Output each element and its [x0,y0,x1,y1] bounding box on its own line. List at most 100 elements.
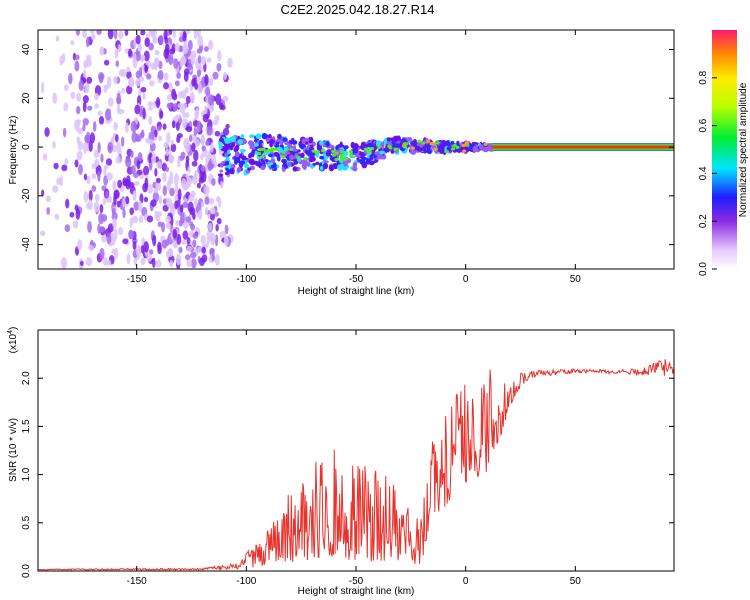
spectrogram-noise-blob [154,210,159,220]
spectrogram-noise-blob [104,108,112,121]
spectrogram-peak-blob [365,149,370,154]
spectrogram-signal-blob [218,137,225,142]
spectrogram-noise-blob [144,177,149,190]
spectrogram-noise-blob [159,110,164,119]
spectrogram-noise-blob [182,221,189,229]
spectrogram-noise-blob [196,120,202,132]
spectrogram-noise-blob [163,82,169,90]
spectrogram-noise-blob [208,197,215,205]
spectrogram-y-label: Frequency (Hz) [8,116,19,185]
spectrogram-noise-blob [140,245,145,254]
spectrogram-noise-blob [186,245,193,252]
spectrogram-signal-blob [392,135,399,143]
spectrogram-noise-blob [152,36,159,44]
spectrogram-noise-blob [162,123,167,130]
spectrogram-noise-blob [86,58,92,67]
spectrogram-signal-blob [335,145,339,150]
spectrogram-noise-blob [182,201,189,208]
spectrogram-noise-blob [214,130,221,137]
spectrogram-noise-blob [106,172,113,181]
spectrogram-noise-blob [63,102,69,112]
spectrogram-noise-blob [182,103,188,110]
spectrogram-noise-blob [52,185,59,193]
spectrogram-peak-blob [433,147,438,151]
spectrogram-noise-blob [102,197,107,205]
spectrogram-noise-blob [137,152,143,162]
spectrogram-noise-blob [171,120,176,129]
spectrogram-noise-blob [79,260,84,267]
spectrogram-noise-blob [192,212,196,220]
spectrogram-noise-blob [222,95,229,102]
spectrogram-marks [40,30,674,269]
spectrogram-noise-blob [77,239,83,251]
spectrogram-noise-blob [82,30,87,39]
spectrogram-noise-blob [212,71,219,80]
spectrogram-noise-blob [138,215,144,224]
spectrogram-noise-blob [98,226,106,233]
spectrogram-noise-blob [77,119,81,125]
spectrogram-xtick-label: -100 [236,274,256,285]
spectrogram-noise-blob [152,257,156,268]
spectrogram-noise-blob [165,215,172,223]
spectrogram-signal-blob [292,148,299,152]
spectrogram-noise-blob [135,245,142,257]
spectrogram-peak-blob [349,153,354,157]
spectrogram-noise-blob [62,127,67,138]
spectrogram-noise-blob [155,97,161,109]
spectrogram-signal-blob [304,137,310,142]
spectrogram-signal-blob [265,158,269,163]
spectrogram-peak-blob [257,151,262,156]
spectrogram-noise-blob [118,108,125,115]
spectrogram-signal-blob [224,152,228,158]
spectrogram-signal-blob [291,137,295,142]
spectrogram-peak-blob [272,147,277,151]
spectrogram-noise-blob [88,244,94,251]
spectrogram-noise-blob [87,220,92,233]
spectrogram-noise-blob [156,125,162,131]
spectrogram-signal-blob [311,156,316,162]
spectrogram-noise-blob [169,171,173,181]
spectrogram-noise-blob [126,70,132,80]
spectrogram-noise-blob [210,248,215,255]
spectrogram-noise-blob [146,253,153,262]
spectrogram-signal-blob [342,150,349,157]
spectrogram-signal-blob [227,149,231,155]
spectrogram-noise-blob [128,229,134,240]
spectrogram-signal-blob [446,146,451,151]
spectrogram-panel: -150 -100 -50 0 50 -40 -20 0 20 40 Height of str… [8,29,675,297]
spectrogram-noise-blob [105,190,109,199]
spectrogram-noise-blob [182,42,189,55]
snr-xtick-label: -50 [349,576,364,587]
spectrogram-noise-blob [189,240,194,247]
spectrogram-noise-blob [212,119,219,126]
spectrogram-noise-blob [148,115,153,125]
spectrogram-noise-blob [91,185,97,192]
spectrogram-noise-blob [140,129,145,139]
spectrogram-noise-blob [169,259,174,268]
colorbar-tick-label: 0.2 [698,214,709,228]
spectrogram-noise-blob [183,68,190,76]
spectrogram-noise-blob [185,112,190,119]
spectrogram-signal-blob [292,166,298,172]
spectrogram-noise-blob [219,230,226,240]
spectrogram-noise-blob [155,177,161,184]
spectrogram-noise-blob [157,221,163,227]
spectrogram-peak-blob [280,155,285,159]
snr-ytick-label: 0.0 [21,564,32,578]
spectrogram-noise-blob [148,42,155,51]
spectrogram-x-label: Height of straight line (km) [298,286,415,297]
spectrogram-signal-blob [439,147,445,154]
spectrogram-noise-blob [128,76,135,88]
spectrogram-signal-blob [380,142,385,149]
spectrogram-noise-blob [111,144,118,153]
spectrogram-noise-blob [200,165,206,172]
spectrogram-signal-blob [229,144,234,151]
spectrogram-noise-blob [144,64,148,74]
spectrogram-noise-blob [52,141,56,149]
spectrogram-noise-blob [92,121,97,132]
spectrogram-signal-blob [425,149,432,154]
spectrogram-noise-blob [217,49,222,62]
spectrogram-noise-blob [85,36,90,48]
spectrogram-noise-blob [192,77,197,86]
spectrogram-signal-blob [400,139,405,144]
